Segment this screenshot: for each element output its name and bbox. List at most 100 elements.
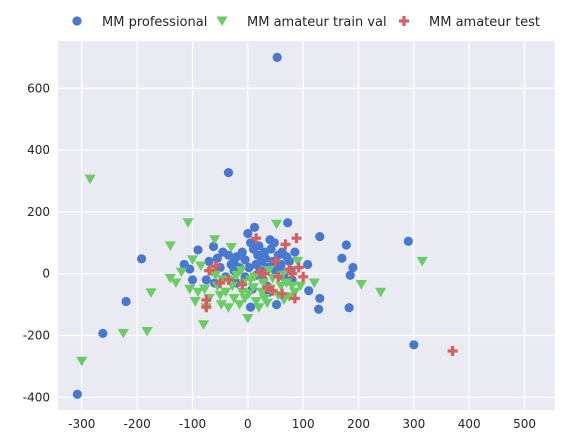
data-point bbox=[201, 294, 212, 305]
data-point bbox=[308, 278, 320, 289]
data-point bbox=[250, 297, 262, 307]
data-point bbox=[277, 288, 288, 299]
data-point bbox=[291, 233, 302, 244]
data-point bbox=[271, 219, 283, 230]
data-point bbox=[246, 302, 256, 312]
data-point bbox=[293, 262, 304, 273]
data-point bbox=[243, 289, 255, 299]
y-tick-label: -400 bbox=[23, 390, 50, 404]
data-point bbox=[341, 240, 351, 250]
data-point bbox=[242, 314, 254, 324]
data-point bbox=[272, 52, 282, 62]
data-point bbox=[275, 262, 285, 273]
data-point bbox=[409, 340, 419, 350]
data-point bbox=[251, 233, 262, 244]
data-point bbox=[76, 356, 88, 367]
data-point bbox=[260, 253, 271, 263]
data-point bbox=[315, 293, 325, 304]
legend-label: MM professional bbox=[102, 15, 207, 30]
data-point bbox=[272, 300, 282, 310]
data-point bbox=[228, 293, 240, 304]
data-point bbox=[263, 266, 275, 276]
data-point bbox=[145, 288, 157, 298]
data-point bbox=[253, 303, 265, 313]
data-point bbox=[192, 287, 204, 298]
y-tick-label: -200 bbox=[23, 329, 50, 343]
data-point bbox=[141, 327, 153, 337]
x-tick-label: 200 bbox=[347, 417, 370, 431]
data-point bbox=[215, 300, 227, 310]
data-point bbox=[222, 303, 235, 313]
data-point bbox=[210, 270, 222, 281]
data-point bbox=[121, 296, 131, 307]
data-point bbox=[355, 280, 367, 290]
data-point bbox=[214, 290, 226, 301]
data-point bbox=[233, 300, 246, 310]
data-point bbox=[84, 174, 96, 185]
x-tick-label: 0 bbox=[244, 417, 252, 431]
data-point bbox=[269, 238, 279, 248]
data-point bbox=[275, 281, 287, 292]
data-point bbox=[337, 253, 347, 263]
data-point bbox=[201, 275, 211, 285]
grid-lines bbox=[58, 41, 555, 410]
data-point bbox=[303, 259, 313, 270]
data-point bbox=[244, 262, 254, 273]
data-point bbox=[215, 277, 226, 288]
y-tick-label: 400 bbox=[27, 143, 50, 157]
data-point bbox=[280, 278, 293, 289]
data-point bbox=[185, 264, 195, 274]
data-point bbox=[237, 247, 247, 257]
x-tick-label: 100 bbox=[292, 417, 315, 431]
data-point bbox=[235, 266, 247, 276]
data-point bbox=[416, 256, 428, 267]
data-point bbox=[256, 287, 268, 298]
data-point bbox=[170, 278, 182, 289]
x-tick-label: 400 bbox=[458, 417, 481, 431]
data-point bbox=[273, 271, 284, 282]
y-tick-label: 200 bbox=[27, 205, 50, 219]
data-point bbox=[164, 273, 176, 284]
legend-label: MM amateur test bbox=[429, 15, 540, 30]
data-point bbox=[209, 235, 221, 245]
data-point bbox=[98, 328, 108, 338]
y-tick-label: 600 bbox=[27, 81, 50, 95]
data-point bbox=[223, 250, 234, 260]
data-point bbox=[197, 320, 210, 330]
legend-entry: MM professional bbox=[72, 15, 207, 30]
legend: MM professional MM amateur train val MM am… bbox=[72, 15, 540, 30]
data-point bbox=[289, 293, 300, 304]
tick-labels: -300 -200 -100 0 100 200 300 400 500 -400 -200 0 200… bbox=[23, 81, 536, 431]
data-point bbox=[72, 389, 82, 399]
data-point bbox=[136, 254, 147, 264]
data-point bbox=[270, 256, 281, 267]
data-point bbox=[225, 242, 237, 253]
data-point bbox=[231, 270, 243, 281]
data-point bbox=[284, 256, 294, 266]
legend-label: MM amateur train val bbox=[247, 15, 387, 30]
data-point bbox=[217, 275, 229, 285]
data-point bbox=[344, 303, 354, 313]
x-tick-label: 300 bbox=[402, 417, 425, 431]
data-point bbox=[249, 222, 260, 232]
data-point bbox=[199, 284, 211, 295]
data-point bbox=[345, 270, 355, 280]
data-point bbox=[287, 268, 298, 279]
data-point bbox=[294, 281, 307, 292]
data-point bbox=[290, 247, 300, 257]
data-point bbox=[223, 274, 234, 285]
legend-marker bbox=[216, 16, 228, 27]
x-tick-label: -100 bbox=[179, 417, 206, 431]
x-tick-label: -300 bbox=[68, 417, 95, 431]
data-point bbox=[182, 218, 194, 228]
data-point bbox=[292, 256, 304, 267]
data-point bbox=[280, 239, 291, 250]
data-point bbox=[240, 255, 250, 265]
data-point bbox=[208, 241, 219, 252]
data-point bbox=[248, 272, 261, 282]
legend-marker bbox=[399, 16, 409, 26]
data-point bbox=[348, 262, 358, 273]
data-point bbox=[175, 267, 188, 278]
legend-marker bbox=[72, 16, 82, 26]
data-point bbox=[186, 255, 199, 265]
